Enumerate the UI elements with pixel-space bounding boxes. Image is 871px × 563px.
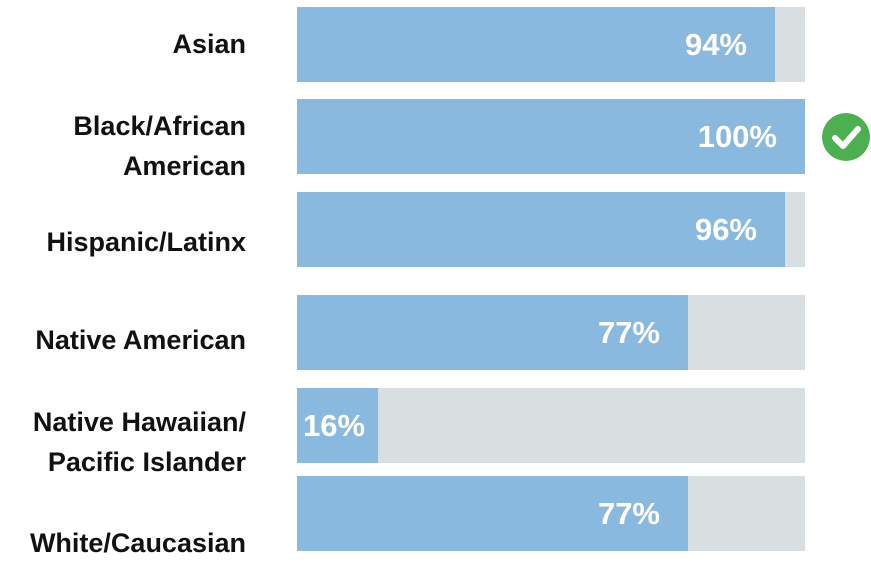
category-label: Asian [172, 24, 246, 64]
bar [297, 7, 775, 82]
bar-track: 94% [297, 7, 805, 82]
bar-track: 77% [297, 476, 805, 551]
category-label: Black/African American [73, 106, 246, 186]
category-label-line: White/Caucasian [29, 528, 246, 558]
bar [297, 192, 785, 267]
value-label: 77% [597, 314, 660, 350]
bar [297, 388, 378, 463]
value-label: 77% [597, 495, 660, 531]
bar-track: 16% [297, 388, 805, 463]
category-label-line: Hispanic/Latinx [46, 227, 246, 257]
value-label: 100% [697, 118, 777, 154]
category-label-line: Pacific Islander [47, 447, 246, 477]
category-label: White/Caucasian [30, 523, 246, 563]
category-label-line: Asian [172, 29, 246, 59]
value-label: 94% [684, 26, 747, 62]
bar-track: 100% [297, 99, 805, 174]
category-label-line: American [122, 151, 246, 181]
bar [297, 295, 688, 370]
value-label: 96% [694, 211, 757, 247]
category-label-line: Native Hawaiian/ [32, 407, 246, 437]
bar [297, 476, 688, 551]
bar-track: 96% [297, 192, 805, 267]
check-circle-icon [822, 112, 870, 161]
value-label: 16% [303, 407, 366, 443]
category-label-line: Black/African [73, 111, 246, 141]
category-label: Native Hawaiian/Pacific Islander [33, 402, 246, 482]
category-label: Native American [35, 320, 246, 360]
bar [297, 99, 805, 174]
bar-track: 77% [297, 295, 805, 370]
category-label: Hispanic/Latinx [46, 222, 246, 262]
category-label-line: Native American [35, 325, 246, 355]
